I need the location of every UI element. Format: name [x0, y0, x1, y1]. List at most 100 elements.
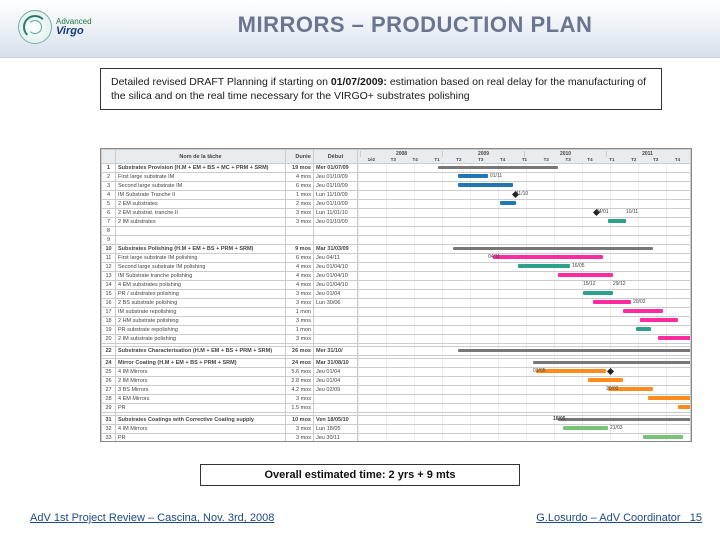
row-name: Substrates Provision (H.M + EM + BS + MC… [116, 164, 286, 173]
row-dur: 3 mos [286, 425, 314, 434]
row-start: Jeu 01/04/10 [314, 281, 358, 290]
row-id: 3 [102, 182, 116, 191]
row-id: 17 [102, 308, 116, 317]
table-row: 202 IM substrate polishing3 mos29/03 [102, 335, 691, 344]
table-row: 8 [102, 227, 691, 236]
row-timeline [358, 290, 691, 299]
row-id: 13 [102, 272, 116, 281]
intro-date: 01/07/2009: [331, 76, 387, 88]
row-start: Jeu 01/10/09 [314, 200, 358, 209]
row-name: Substrates Coatings with Corrective Coat… [116, 416, 286, 425]
row-start [314, 326, 358, 335]
row-timeline: 20/02 [358, 299, 691, 308]
row-name: 2 BS substrate polishing [116, 299, 286, 308]
row-timeline [358, 308, 691, 317]
row-timeline [358, 218, 691, 227]
row-dur: 10 mos [286, 416, 314, 425]
row-dur: 2.8 mos [286, 377, 314, 386]
logo: Advanced Virgo [18, 10, 92, 44]
row-id: 20 [102, 335, 116, 344]
row-start [314, 308, 358, 317]
row-name: IM Substrate Tranche II [116, 191, 286, 200]
logo-line2: Virgo [56, 25, 84, 37]
row-id: 7 [102, 218, 116, 227]
page-title: MIRRORS – PRODUCTION PLAN [130, 12, 700, 38]
row-name: PR [116, 404, 286, 413]
table-row: 62 EM substrat. tranche II3 mosLun 11/01… [102, 209, 691, 218]
row-id: 24 [102, 359, 116, 368]
row-id: 19 [102, 326, 116, 335]
table-row: 324 IM Mirrors3 mosLun 18/0521/03 [102, 425, 691, 434]
row-timeline [358, 227, 691, 236]
table-row: 22Substrates Characterisation (H.M + EM … [102, 347, 691, 356]
row-name: Second large substrate IM polishing [116, 263, 286, 272]
table-row: 10Substrates Polishing (H.M + EM + BS + … [102, 245, 691, 254]
row-id: 18 [102, 317, 116, 326]
row-start: Jeu 01/04/10 [314, 272, 358, 281]
intro-box: Detailed revised DRAFT Planning if start… [100, 68, 662, 110]
row-id: 32 [102, 425, 116, 434]
row-dur: 3 mos [286, 434, 314, 443]
row-name: 4 IM Mirrors [116, 425, 286, 434]
row-start [314, 395, 358, 404]
row-start: Jeu 01/04 [314, 368, 358, 377]
row-name [116, 227, 286, 236]
table-row: 1Substrates Provision (H.M + EM + BS + M… [102, 164, 691, 173]
row-start [314, 335, 358, 344]
row-start: Mer 01/07/09 [314, 164, 358, 173]
table-row: 11First large substrate IM polishing6 mo… [102, 254, 691, 263]
row-id: 26 [102, 377, 116, 386]
row-dur: 4.2 mos [286, 386, 314, 395]
table-row: 15PR / substrates polishing3 mosJeu 01/0… [102, 290, 691, 299]
row-timeline [358, 164, 691, 173]
row-name: 2 IM substrates [116, 218, 286, 227]
row-name: Substrates Polishing (H.M + EM + BS + PR… [116, 245, 286, 254]
row-id: 31 [102, 416, 116, 425]
row-start: Lun 18/05 [314, 425, 358, 434]
row-timeline: 21/03 [358, 425, 691, 434]
row-start: Jeu 01/10/09 [314, 218, 358, 227]
row-id: 22 [102, 347, 116, 356]
row-id: 29 [102, 404, 116, 413]
row-id: 9 [102, 236, 116, 245]
row-id: 16 [102, 299, 116, 308]
row-id: 5 [102, 200, 116, 209]
footer-right: G.Losurdo – AdV Coordinator 15 [536, 512, 702, 524]
row-timeline: 04/11 [358, 254, 691, 263]
row-name: 2 IM Mirrors [116, 377, 286, 386]
row-dur: 1 mon [286, 308, 314, 317]
row-name: 4 EM Mirrors [116, 395, 286, 404]
row-id: 8 [102, 227, 116, 236]
row-name: 4 EM substrates polishing [116, 281, 286, 290]
row-timeline: 01/11 [358, 173, 691, 182]
row-timeline: 20/02 [358, 386, 691, 395]
row-start: Mer 31/10/ [314, 347, 358, 356]
row-start: Jeu 01/04 [314, 377, 358, 386]
row-name: PR / substrates polishing [116, 290, 286, 299]
row-timeline: 11/10 [358, 191, 691, 200]
row-timeline: 01/05 [358, 368, 691, 377]
row-dur: 3 mos [286, 395, 314, 404]
col-dur: Durée [286, 150, 314, 164]
row-id: 15 [102, 290, 116, 299]
row-name: 3 BS Mirrors [116, 386, 286, 395]
row-dur: 6 mos [286, 254, 314, 263]
row-start: Mar 31/08/10 [314, 359, 358, 368]
row-dur [286, 227, 314, 236]
row-start [314, 236, 358, 245]
row-dur: 3 mos [286, 209, 314, 218]
row-dur: 9 mos [286, 245, 314, 254]
row-name: Substrates Characterisation (H.M + EM + … [116, 347, 286, 356]
table-row: 2First large substrate IM4 mosJeu 01/10/… [102, 173, 691, 182]
row-id: 25 [102, 368, 116, 377]
footer-right-text: G.Losurdo – AdV Coordinator [536, 512, 680, 524]
row-dur: 4 mos [286, 272, 314, 281]
row-name: Second large substrate IM [116, 182, 286, 191]
table-row: 33PR3 mosJeu 30/11 [102, 434, 691, 443]
row-name [116, 236, 286, 245]
table-row: 3Second large substrate IM6 mosJeu 01/10… [102, 182, 691, 191]
row-timeline [358, 359, 691, 368]
row-dur: 3 mos [286, 317, 314, 326]
row-start: Lun 30/06 [314, 299, 358, 308]
row-timeline [358, 200, 691, 209]
